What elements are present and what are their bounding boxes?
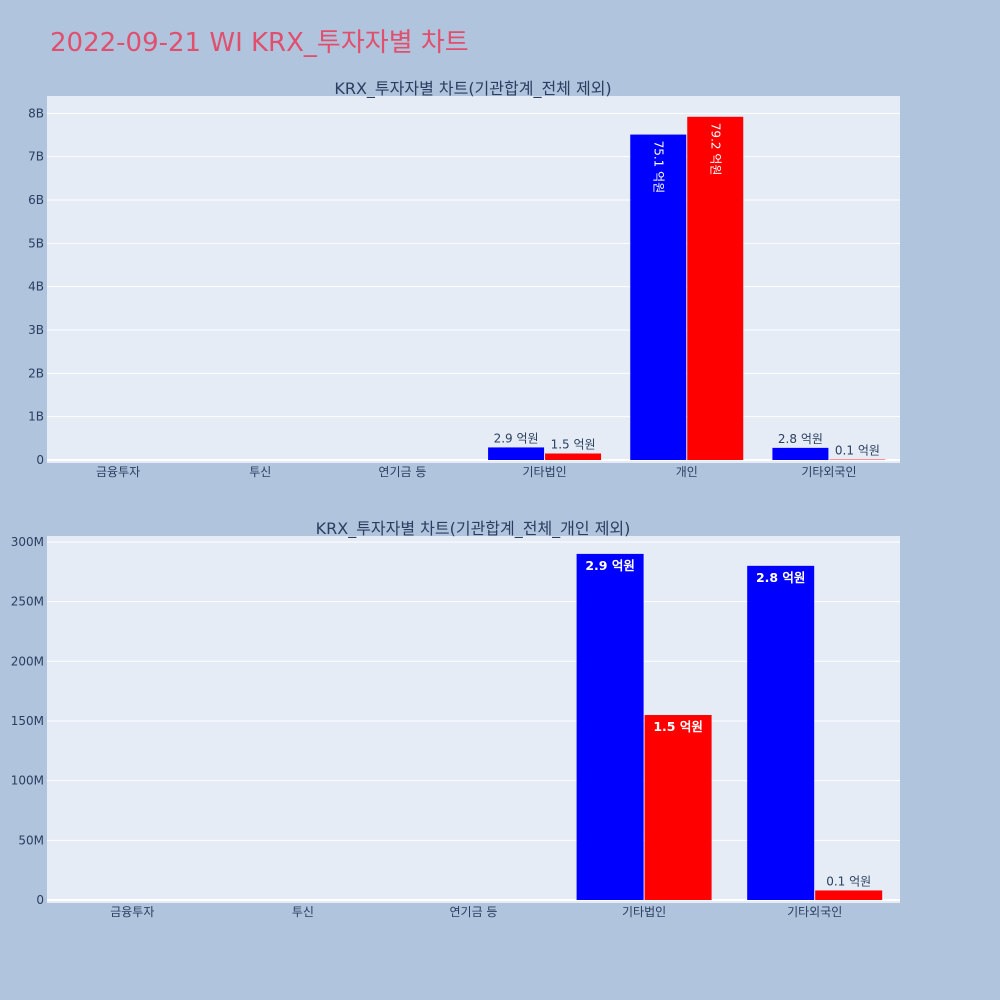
bar <box>644 715 712 900</box>
chart-1: 0 1B 2B 3B 4B 5B 6B 7B 8B KRX_투자자별 차트(기관합계_전체 제외)… <box>28 79 900 479</box>
y-tick-label: 5B <box>28 236 44 250</box>
plot-area <box>47 96 900 463</box>
x-tick-label: 금융투자 <box>96 465 140 479</box>
bar <box>747 565 815 900</box>
chart-2: 0 50M 100M 150M 200M 250M 300M KRX_투자자별 차트(기관합계… <box>11 519 900 919</box>
data-label: 75.1 억원 <box>651 141 665 194</box>
x-tick-label: 개인 <box>676 465 698 479</box>
y-tick-label: 200M <box>11 654 44 668</box>
data-label: 2.8 억원 <box>756 570 806 585</box>
y-tick-label: 50M <box>18 833 44 847</box>
bar <box>772 447 829 460</box>
bar <box>576 553 644 900</box>
data-label: 79.2 억원 <box>708 123 722 176</box>
y-tick-label: 4B <box>28 280 44 294</box>
y-tick-label: 2B <box>28 366 44 380</box>
x-tick-label: 기타법인 <box>522 465 566 479</box>
x-tick-label: 연기금 등 <box>450 905 498 919</box>
y-tick-label: 8B <box>28 106 44 120</box>
y-tick-label: 6B <box>28 193 44 207</box>
chart-title: KRX_투자자별 차트(기관합계_전체 제외) <box>334 79 611 99</box>
y-tick-label: 250M <box>11 595 44 609</box>
bar <box>630 134 687 461</box>
x-tick-label: 기타외국인 <box>801 465 856 479</box>
data-label: 2.9 억원 <box>585 558 635 573</box>
y-tick-label: 7B <box>28 150 44 164</box>
data-label: 2.9 억원 <box>494 431 539 445</box>
bar <box>815 890 883 900</box>
x-tick-label: 기타외국인 <box>787 905 842 919</box>
y-tick-label: 0 <box>36 453 44 467</box>
data-label: 0.1 억원 <box>826 874 871 888</box>
data-label: 1.5 억원 <box>653 719 703 734</box>
data-label: 1.5 억원 <box>551 438 596 452</box>
data-label: 0.1 억원 <box>835 444 880 458</box>
y-tick-label: 1B <box>28 410 44 424</box>
bar <box>488 447 545 460</box>
x-tick-label: 투신 <box>292 905 314 919</box>
x-tick-label: 연기금 등 <box>378 465 426 479</box>
page-title: 2022-09-21 WI KRX_투자자별 차트 <box>50 28 469 58</box>
y-tick-label: 300M <box>11 535 44 549</box>
y-tick-label: 0 <box>36 893 44 907</box>
x-tick-label: 금융투자 <box>110 905 154 919</box>
data-label: 2.8 억원 <box>778 432 823 446</box>
x-tick-label: 기타법인 <box>622 905 666 919</box>
chart-title: KRX_투자자별 차트(기관합계_전체_개인 제외) <box>316 519 631 539</box>
y-tick-label: 3B <box>28 323 44 337</box>
x-tick-label: 투신 <box>249 465 271 479</box>
bar <box>545 453 602 460</box>
bar <box>687 116 744 461</box>
y-tick-label: 100M <box>11 774 44 788</box>
y-tick-label: 150M <box>11 714 44 728</box>
